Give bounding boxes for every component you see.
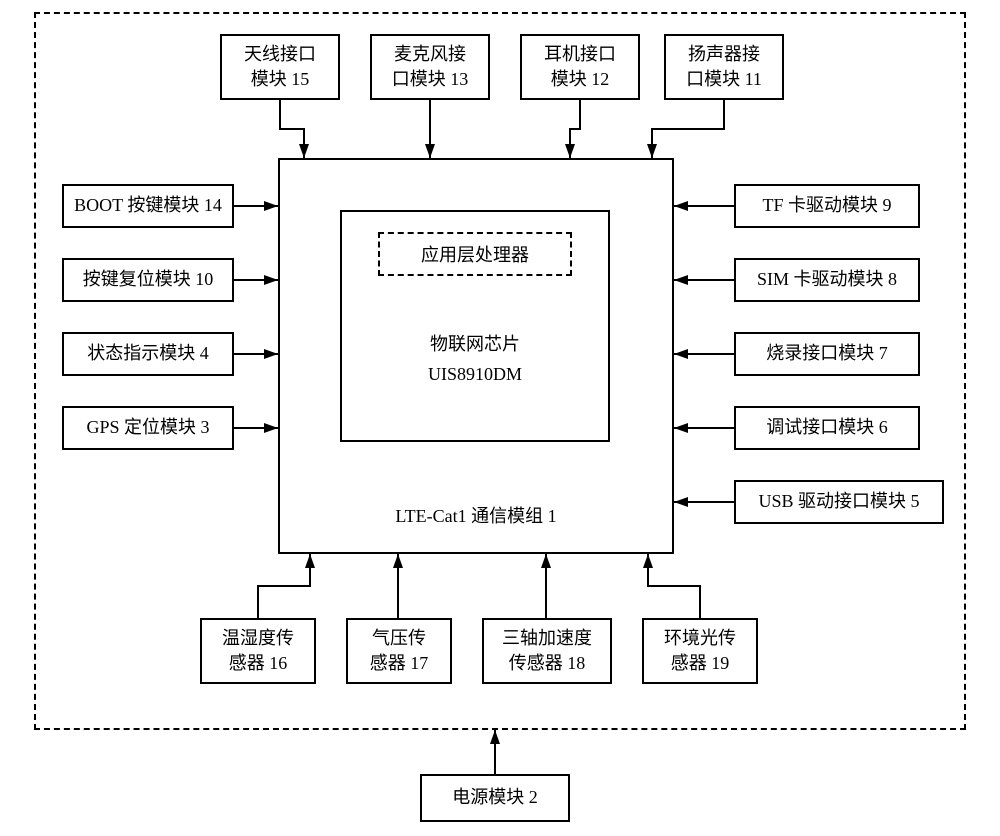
accel-module: 三轴加速度传感器 18 <box>482 618 612 684</box>
app-layer-label: 应用层处理器 <box>421 241 529 267</box>
speaker-if-module: 扬声器接口模块 11 <box>664 34 784 100</box>
earphone-if-module: 耳机接口模块 12 <box>520 34 640 100</box>
status-ind-module: 状态指示模块 4 <box>62 332 234 376</box>
tf-card-module: TF 卡驱动模块 9 <box>734 184 920 228</box>
boot-key-module: BOOT 按键模块 14 <box>62 184 234 228</box>
air-pressure-module: 气压传感器 17 <box>346 618 452 684</box>
module-label: LTE-Cat1 通信模组 1 <box>278 502 674 528</box>
antenna-if-module: 天线接口模块 15 <box>220 34 340 100</box>
ambient-light-module: 环境光传感器 19 <box>642 618 758 684</box>
chip-line1: 物联网芯片 <box>340 330 610 356</box>
debug-if-module: 调试接口模块 6 <box>734 406 920 450</box>
app-layer-processor: 应用层处理器 <box>378 232 572 276</box>
sim-card-module: SIM 卡驱动模块 8 <box>734 258 920 302</box>
temp-humid-module: 温湿度传感器 16 <box>200 618 316 684</box>
usb-if-module: USB 驱动接口模块 5 <box>734 480 944 524</box>
mic-if-module: 麦克风接口模块 13 <box>370 34 490 100</box>
chip-text: 物联网芯片 UIS8910DM <box>340 330 610 385</box>
power-label: 电源模块 2 <box>452 785 538 810</box>
key-reset-module: 按键复位模块 10 <box>62 258 234 302</box>
gps-module: GPS 定位模块 3 <box>62 406 234 450</box>
burn-if-module: 烧录接口模块 7 <box>734 332 920 376</box>
power-module: 电源模块 2 <box>420 774 570 822</box>
chip-line2: UIS8910DM <box>340 364 610 385</box>
